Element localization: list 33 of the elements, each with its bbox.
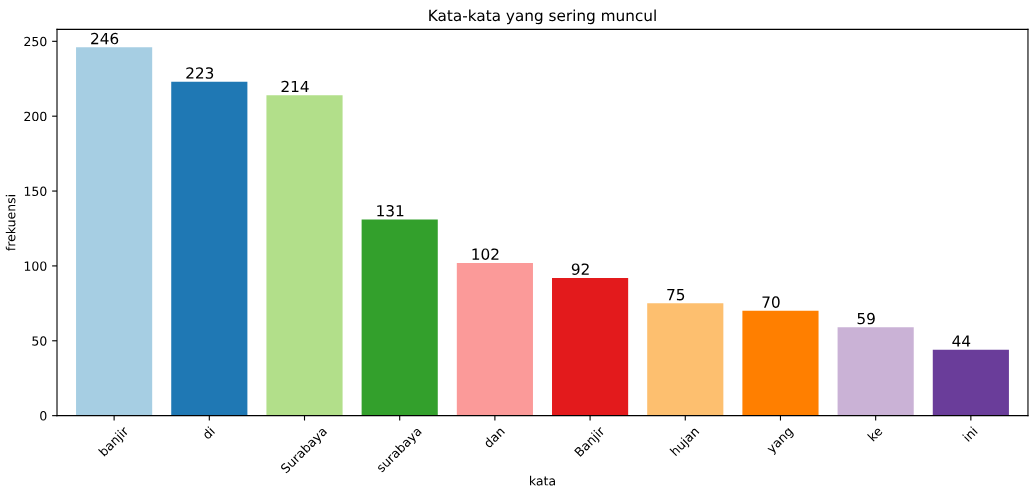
bar [552,277,629,416]
y-tick-label: 100 [24,261,47,271]
y-tick-label: 200 [24,111,47,122]
data-label: 59 [857,312,875,325]
data-label: 102 [472,248,499,260]
bar [266,95,343,416]
data-label: 214 [281,80,309,93]
y-tick-label: 150 [24,186,47,196]
data-label: 131 [377,204,404,217]
y-axis-title: frekuensi [5,195,16,251]
bar [76,47,153,416]
y-tick-label: 0 [40,411,47,421]
y-tick-label: 250 [24,36,47,47]
chart-title: Kata-kata yang sering muncul [429,9,656,25]
y-tick-label: 50 [32,336,47,346]
data-label: 92 [571,263,589,275]
x-tick-label: dan [482,426,506,449]
x-tick-label: ke [867,425,883,442]
bar [837,327,914,416]
data-label: 44 [952,335,971,347]
bar [171,81,248,416]
bar [361,219,438,416]
bar [742,310,819,416]
x-tick-label: di [201,426,216,440]
data-label: 75 [667,289,685,301]
bar [647,303,724,416]
data-label: 246 [91,32,119,45]
x-axis-title: kata [530,475,555,486]
data-label: 70 [762,296,780,308]
bar [932,349,1009,416]
bar [456,262,533,416]
data-label: 223 [186,67,214,79]
x-tick-label: ini [962,426,978,442]
